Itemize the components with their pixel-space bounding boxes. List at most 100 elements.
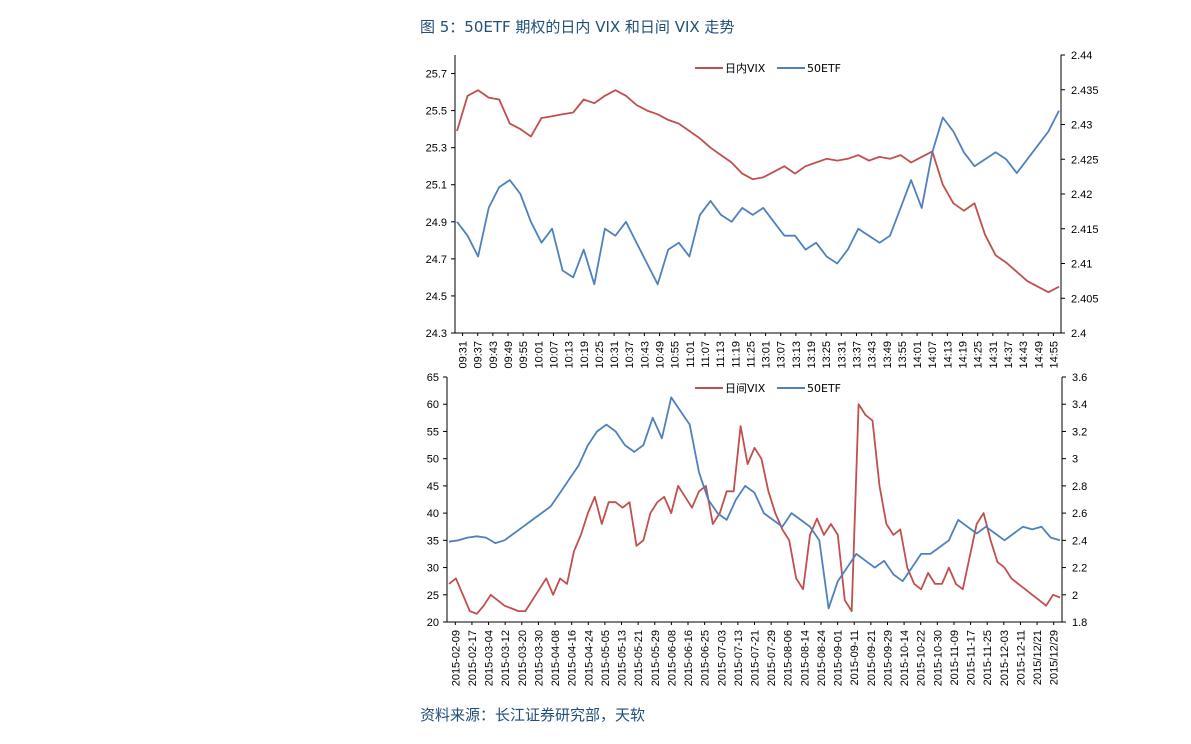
y-right-tick-label: 2.6	[1072, 508, 1087, 520]
x-tick-label: 2015-12-11	[1015, 630, 1027, 685]
x-tick-label: 09:55	[518, 341, 530, 369]
y-right-tick-label: 3.4	[1072, 399, 1087, 411]
x-tick-label: 11:19	[730, 341, 742, 368]
y-left-tick-label: 45	[427, 481, 439, 493]
x-tick-label: 09:43	[488, 341, 500, 369]
x-tick-label: 14:13	[942, 341, 954, 369]
x-tick-label: 2015-10-30	[932, 630, 944, 686]
y-left-tick-label: 55	[427, 426, 439, 438]
x-tick-label: 14:07	[927, 341, 939, 369]
x-tick-label: 2015-09-01	[833, 630, 845, 686]
y-left-tick-label: 25.1	[426, 180, 447, 192]
x-tick-label: 10:07	[548, 341, 560, 369]
x-tick-label: 2015-03-04	[484, 630, 496, 686]
y-right-tick-label: 2.8	[1072, 481, 1087, 493]
series-line-vix	[448, 403, 1061, 615]
x-tick-label: 2015-09-29	[882, 630, 894, 686]
x-tick-label: 2015-06-16	[683, 630, 695, 686]
x-tick-label: 14:49	[1033, 341, 1045, 369]
x-tick-label: 2015-08-06	[783, 630, 795, 686]
series-line-etf	[448, 396, 1061, 610]
figure-source: 资料来源：长江证券研究部，天软	[420, 706, 646, 724]
series-line-etf	[456, 110, 1060, 286]
x-tick-label: 11:01	[685, 341, 697, 368]
x-tick-label: 2015-06-25	[700, 630, 712, 686]
y-left-tick-label: 60	[427, 399, 439, 411]
x-tick-label: 10:37	[624, 341, 636, 369]
x-tick-label: 10:43	[639, 341, 651, 369]
x-tick-label: 10:25	[594, 341, 606, 369]
legend-label: 日间VIX	[725, 382, 766, 395]
y-left-tick-label: 30	[427, 563, 439, 575]
x-tick-label: 2015-07-21	[750, 630, 762, 686]
x-tick-label: 2015-11-25	[982, 630, 994, 685]
x-tick-label: 14:37	[1003, 341, 1015, 369]
y-right-tick-label: 2.4	[1071, 328, 1086, 340]
x-tick-label: 13:43	[867, 341, 879, 369]
x-tick-label: 2015-04-16	[567, 630, 579, 686]
x-tick-label: 14:43	[1018, 341, 1030, 369]
x-tick-label: 2015-03-12	[500, 630, 512, 686]
y-left-tick-label: 50	[427, 454, 439, 466]
x-tick-label: 10:01	[533, 341, 545, 369]
x-tick-label: 2015-09-21	[866, 630, 878, 686]
x-tick-label: 2015-08-24	[816, 630, 828, 686]
x-tick-label: 13:01	[761, 341, 773, 369]
y-right-tick-label: 2.43	[1071, 120, 1092, 132]
x-tick-label: 2015-04-08	[550, 630, 562, 686]
x-tick-label: 10:31	[609, 341, 621, 369]
x-tick-label: 2015-07-29	[766, 630, 778, 686]
x-tick-label: 2015-05-21	[633, 630, 645, 686]
x-tick-label: 09:31	[458, 341, 470, 369]
x-tick-label: 2015-03-30	[533, 630, 545, 686]
y-left-tick-label: 20	[427, 617, 439, 629]
y-right-tick-label: 3.2	[1072, 426, 1087, 438]
x-tick-label: 2015-07-03	[716, 630, 728, 686]
y-right-tick-label: 1.8	[1072, 617, 1087, 629]
figure-title: 图 5：50ETF 期权的日内 VIX 和日间 VIX 走势	[420, 18, 735, 36]
legend-label: 50ETF	[807, 382, 841, 395]
x-tick-label: 2015-11-09	[949, 630, 961, 685]
x-tick-label: 13:37	[851, 341, 863, 369]
x-tick-label: 10:49	[655, 341, 667, 369]
x-tick-label: 13:13	[791, 341, 803, 369]
x-tick-label: 2015-05-05	[600, 630, 612, 686]
x-tick-label: 11:25	[745, 341, 757, 368]
x-tick-label: 2015-12-03	[999, 630, 1011, 686]
y-left-tick-label: 24.3	[426, 328, 447, 340]
y-left-tick-label: 40	[427, 508, 439, 520]
x-tick-label: 13:49	[882, 341, 894, 369]
x-tick-label: 2015-04-24	[583, 630, 595, 686]
series-line-vix	[456, 89, 1060, 294]
y-left-tick-label: 24.9	[426, 217, 447, 229]
x-tick-label: 13:19	[806, 341, 818, 369]
y-right-tick-label: 2.2	[1072, 563, 1087, 575]
y-right-tick-label: 2.425	[1071, 154, 1099, 166]
y-right-tick-label: 2.405	[1071, 293, 1099, 305]
y-right-tick-label: 2.41	[1071, 259, 1092, 271]
x-tick-label: 10:19	[579, 341, 591, 369]
y-right-tick-label: 2.435	[1071, 85, 1099, 97]
x-tick-label: 2015/12/29	[1049, 630, 1061, 685]
chart-panel-2: 20 25 30 35 40 45 50 55 60 65 1.8 2 2.2 2.4 2.6 2.8 3 3.2…	[427, 372, 1088, 686]
legend-label: 50ETF	[807, 62, 841, 75]
y-right-tick-label: 2.44	[1071, 50, 1092, 62]
x-tick-label: 2015-10-14	[899, 630, 911, 686]
x-tick-label: 11:13	[715, 341, 727, 368]
chart-panel-1: 24.3 24.5 24.7 24.9 25.1 25.3 25.5 25.7 2.4 2.405…	[426, 50, 1099, 369]
x-tick-label: 2015-10-22	[916, 630, 928, 686]
x-tick-label: 2015-05-13	[617, 630, 629, 686]
x-tick-label: 2015-02-09	[450, 630, 462, 686]
x-tick-label: 14:31	[988, 341, 1000, 369]
legend-label: 日内VIX	[725, 61, 766, 75]
x-tick-label: 10:55	[670, 341, 682, 369]
y-left-tick-label: 25.3	[426, 143, 447, 155]
x-tick-label: 13:31	[836, 341, 848, 369]
y-left-tick-label: 65	[427, 372, 439, 384]
y-left-tick-label: 25	[427, 590, 439, 602]
y-right-tick-label: 2.42	[1071, 189, 1092, 201]
y-right-tick-label: 2	[1072, 590, 1078, 602]
x-tick-label: 14:19	[958, 341, 970, 369]
x-tick-label: 2015-09-11	[849, 630, 861, 685]
